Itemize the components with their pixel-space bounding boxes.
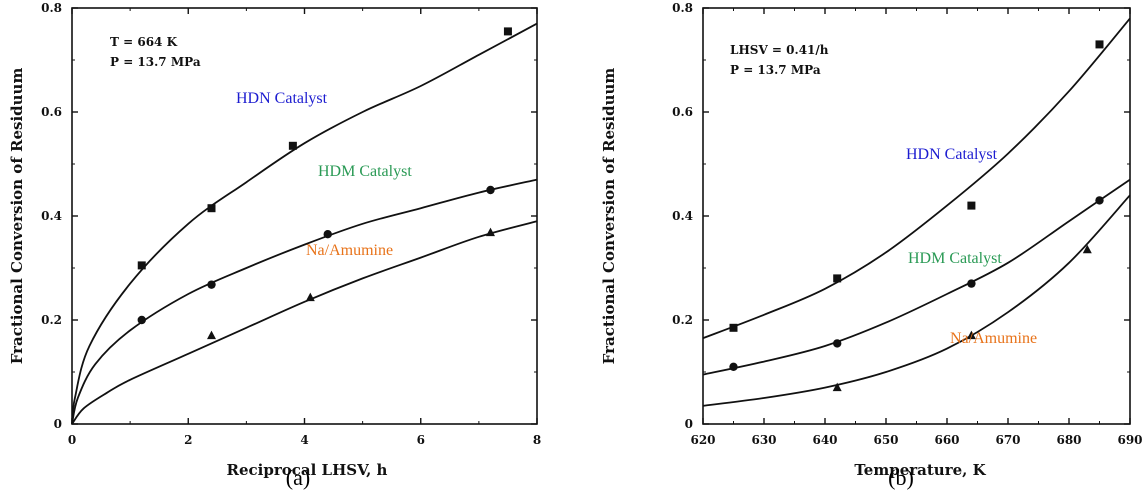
- data-point-square: [967, 201, 976, 210]
- x-tick-label: 650: [873, 433, 898, 447]
- panel-label: (b): [888, 465, 914, 490]
- x-tick-label: 4: [300, 433, 308, 447]
- data-point-triangle: [1082, 244, 1092, 254]
- series-curve-circle: [71, 178, 538, 425]
- data-point-circle: [967, 279, 976, 288]
- condition-text: LHSV = 0.41/h: [730, 43, 829, 57]
- y-tick-label: 0: [54, 417, 62, 431]
- series-label: Na/Amumine: [306, 242, 393, 259]
- data-point-circle: [729, 362, 738, 371]
- x-tick-label: 670: [995, 433, 1020, 447]
- data-point-triangle: [486, 227, 495, 237]
- x-tick-label: 640: [812, 433, 837, 447]
- data-point-square: [503, 27, 512, 36]
- data-point-circle: [137, 315, 146, 325]
- y-tick-label: 0.6: [41, 105, 62, 119]
- y-tick-label: 0.6: [672, 105, 693, 119]
- data-point-square: [207, 204, 216, 213]
- data-point-triangle: [305, 292, 315, 302]
- data-point-circle: [323, 230, 332, 239]
- series-curve-circle: [702, 178, 1131, 376]
- y-axis-title: Fractional Conversion of Residuum: [600, 68, 618, 365]
- x-tick-label: 680: [1056, 433, 1081, 447]
- condition-text: T = 664 K: [110, 35, 178, 49]
- chart-panel-a: 0 2 4 6 8 0 0.2 0.4 0.6 0.8 Reciprocal LHSV, h Frac…: [8, 1, 541, 490]
- x-tick-label: 660: [934, 433, 959, 447]
- data-point-circle: [486, 185, 495, 195]
- data-point-triangle: [966, 330, 976, 340]
- y-tick-label: 0.8: [672, 1, 693, 15]
- y-axis-title: Fractional Conversion of Residuum: [8, 68, 26, 365]
- panel-label: (a): [286, 465, 310, 490]
- series-label: Na/Amumine: [950, 330, 1037, 347]
- data-point-square: [137, 261, 146, 270]
- data-point-square: [729, 323, 738, 332]
- x-tick-label: 630: [751, 433, 776, 447]
- data-point-circle: [833, 339, 842, 348]
- x-tick-label: 2: [184, 433, 192, 447]
- x-axis-title: Temperature, K: [854, 461, 986, 479]
- condition-text: P = 13.7 MPa: [730, 63, 821, 77]
- y-tick-label: 0.4: [41, 209, 62, 223]
- series-curve-triangle: [702, 194, 1131, 407]
- series-curve-triangle: [71, 220, 538, 425]
- data-point-square: [288, 141, 297, 150]
- y-tick-label: 0.8: [41, 1, 62, 15]
- x-tick-label: 0: [68, 433, 76, 447]
- data-point-square: [1095, 40, 1104, 49]
- y-tick-label: 0.4: [672, 209, 693, 223]
- series-label: HDN Catalyst: [906, 146, 998, 163]
- series-label: HDM Catalyst: [908, 250, 1002, 267]
- series-label: HDM Catalyst: [318, 163, 412, 180]
- y-tick-label: 0.2: [41, 313, 62, 327]
- data-point-circle: [207, 280, 216, 289]
- x-tick-label: 690: [1117, 433, 1142, 447]
- plot-frame: [71, 7, 538, 425]
- data-point-square: [833, 274, 842, 283]
- condition-text: P = 13.7 MPa: [110, 55, 201, 69]
- x-tick-label: 620: [690, 433, 715, 447]
- data-point-circle: [1095, 196, 1104, 205]
- x-tick-label: 6: [417, 433, 425, 447]
- series-label: HDN Catalyst: [236, 90, 328, 107]
- chart-panel-b: 620 630 640 650 660 670 680 690 0 0.2 0.4 0.6 0.8 Tem…: [600, 1, 1143, 490]
- series-curve-square: [71, 22, 538, 425]
- y-tick-label: 0.2: [672, 313, 693, 327]
- data-point-triangle: [832, 382, 842, 392]
- series-curve-square: [702, 17, 1131, 340]
- data-point-triangle: [207, 330, 216, 340]
- x-axis-title: Reciprocal LHSV, h: [227, 461, 388, 479]
- x-tick-label: 8: [533, 433, 541, 447]
- y-tick-label: 0: [685, 417, 693, 431]
